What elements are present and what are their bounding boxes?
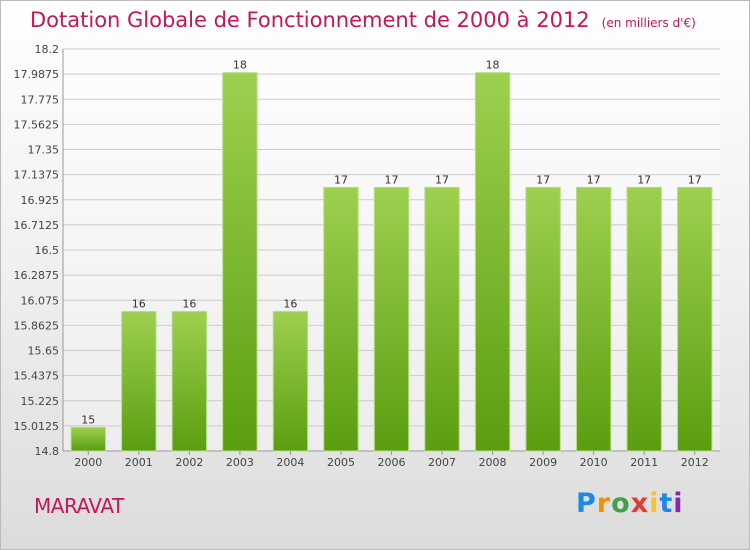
y-tick-label: 15.0125: [14, 420, 60, 433]
bar-value-label: 17: [334, 173, 348, 186]
bar: [525, 186, 561, 452]
x-tick-label: 2010: [580, 456, 608, 469]
x-tick-label: 2003: [226, 456, 254, 469]
logo-letter: x: [630, 488, 650, 519]
bar-value-label: 16: [283, 297, 297, 310]
y-tick-label: 17.1375: [14, 169, 60, 182]
bar-value-label: 17: [587, 173, 601, 186]
x-tick-label: 2000: [74, 456, 102, 469]
y-tick-label: 15.4375: [14, 370, 60, 383]
x-tick-label: 2008: [479, 456, 507, 469]
bar: [626, 186, 662, 452]
bar-value-label: 17: [435, 173, 449, 186]
bar: [373, 186, 410, 452]
bar: [272, 310, 309, 452]
bar: [323, 186, 359, 452]
y-tick-label: 16.925: [21, 194, 60, 207]
x-tick-label: 2001: [125, 456, 153, 469]
proxiti-logo: Proxiti: [576, 488, 684, 519]
bar: [222, 72, 258, 452]
bar: [424, 186, 460, 452]
bar-value-label: 18: [233, 59, 247, 72]
logo-letter: t: [659, 488, 674, 519]
x-tick-label: 2012: [681, 456, 709, 469]
bar: [70, 426, 106, 452]
chart-title-block: Dotation Globale de Fonctionnement de 20…: [30, 8, 696, 38]
logo-letter: o: [611, 488, 631, 519]
x-tick-label: 2002: [175, 456, 203, 469]
bar-value-label: 17: [385, 173, 399, 186]
bar: [575, 186, 612, 452]
logo-letter: i: [673, 488, 684, 519]
chart-subtitle: (en milliers d'€): [601, 16, 696, 30]
y-tick-label: 17.775: [21, 93, 60, 106]
y-tick-label: 15.65: [28, 345, 60, 358]
y-tick-label: 17.9875: [14, 68, 60, 81]
logo-letter: i: [649, 488, 660, 519]
x-tick-label: 2005: [327, 456, 355, 469]
y-tick-label: 14.8: [35, 445, 60, 458]
bar: [474, 72, 511, 452]
y-tick-label: 15.8625: [14, 319, 60, 332]
y-tick-label: 17.35: [28, 144, 60, 157]
logo-letter: r: [596, 488, 612, 519]
y-tick-label: 16.075: [21, 294, 60, 307]
x-tick-label: 2007: [428, 456, 456, 469]
logo-letter: P: [576, 488, 597, 519]
bar-value-label: 17: [688, 173, 702, 186]
y-tick-label: 17.5625: [14, 118, 60, 131]
x-tick-label: 2004: [276, 456, 304, 469]
x-tick-label: 2006: [378, 456, 406, 469]
bar-value-label: 16: [182, 297, 196, 310]
y-tick-label: 18.2: [35, 43, 60, 56]
bar-value-label: 17: [637, 173, 651, 186]
bar: [171, 310, 208, 452]
bar: [677, 186, 713, 452]
bar-value-label: 18: [486, 59, 500, 72]
bar-value-label: 15: [81, 413, 95, 426]
y-tick-label: 16.2875: [14, 269, 60, 282]
y-tick-label: 16.7125: [14, 219, 60, 232]
bar: [121, 310, 157, 452]
bar-value-label: 16: [132, 297, 146, 310]
y-tick-label: 15.225: [21, 395, 60, 408]
x-tick-label: 2009: [529, 456, 557, 469]
x-tick-label: 2011: [630, 456, 658, 469]
bar-value-label: 17: [536, 173, 550, 186]
y-tick-label: 16.5: [35, 244, 60, 257]
chart-title: Dotation Globale de Fonctionnement de 20…: [30, 8, 590, 32]
commune-name: MARAVAT: [34, 494, 124, 518]
